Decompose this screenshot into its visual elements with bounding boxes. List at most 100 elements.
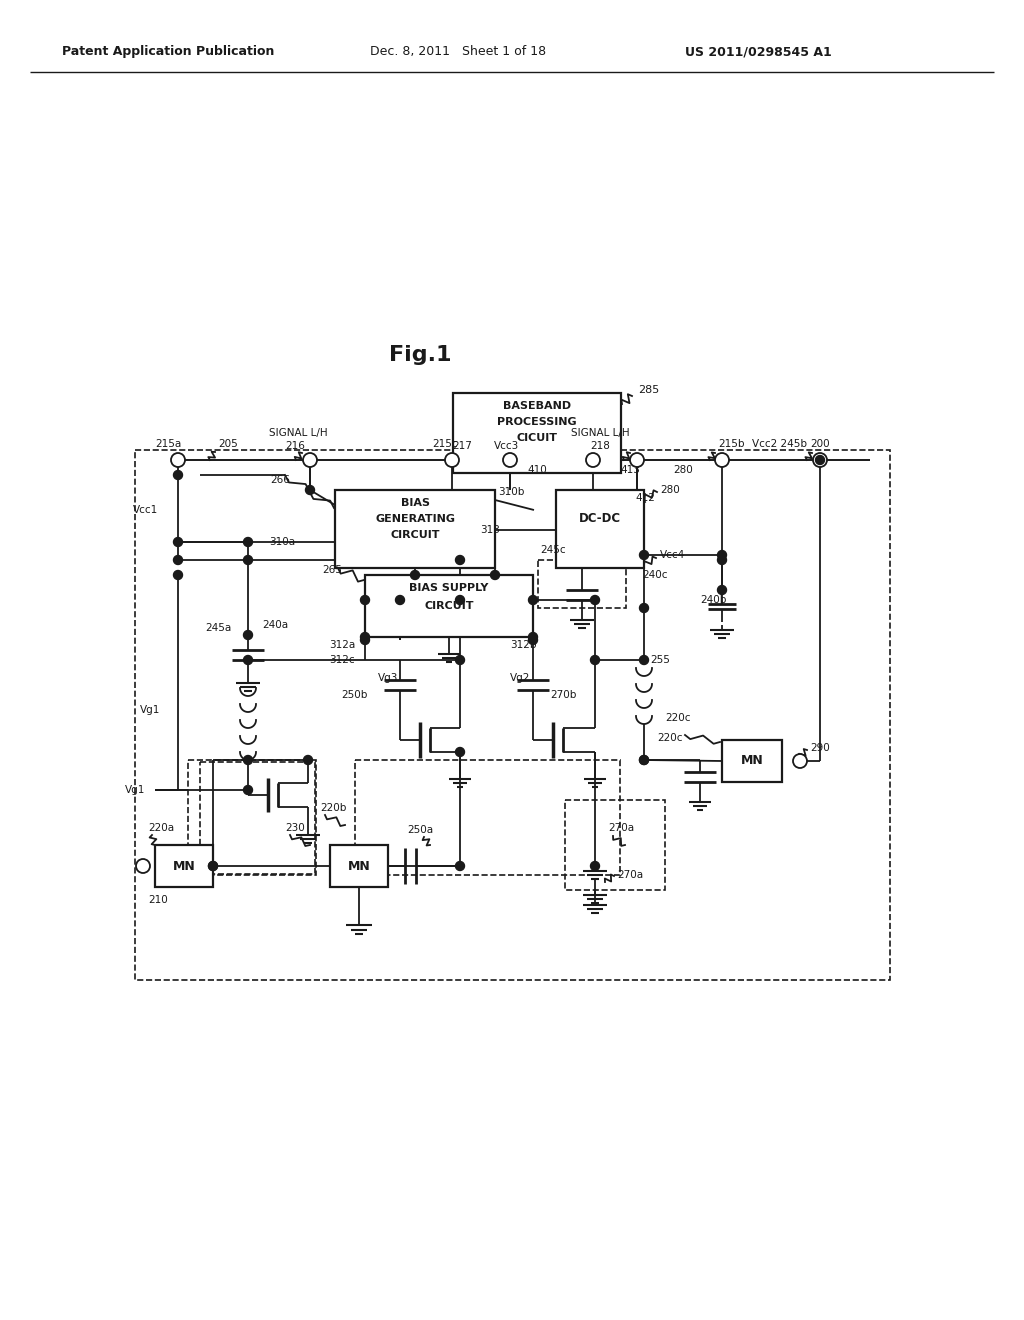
Text: US 2011/0298545 A1: US 2011/0298545 A1 bbox=[685, 45, 831, 58]
Circle shape bbox=[456, 595, 465, 605]
Text: MN: MN bbox=[347, 859, 371, 873]
Circle shape bbox=[209, 862, 217, 870]
Text: 265: 265 bbox=[323, 565, 342, 576]
Bar bbox=[335, 490, 495, 568]
Circle shape bbox=[456, 747, 465, 756]
Circle shape bbox=[630, 453, 644, 467]
Text: CIRCUIT: CIRCUIT bbox=[424, 601, 474, 611]
Text: 285: 285 bbox=[638, 385, 659, 395]
Text: 216: 216 bbox=[285, 441, 305, 451]
Circle shape bbox=[445, 453, 459, 467]
Text: MN: MN bbox=[740, 755, 763, 767]
Text: 210: 210 bbox=[148, 895, 168, 906]
Text: 280: 280 bbox=[660, 484, 680, 495]
Text: Vg3: Vg3 bbox=[378, 673, 398, 682]
Circle shape bbox=[591, 595, 599, 605]
Circle shape bbox=[640, 755, 648, 764]
Circle shape bbox=[244, 785, 253, 795]
Circle shape bbox=[173, 570, 182, 579]
Circle shape bbox=[813, 453, 827, 467]
Text: 230: 230 bbox=[285, 822, 305, 833]
Bar bbox=[538, 560, 626, 609]
Circle shape bbox=[244, 755, 253, 764]
Circle shape bbox=[360, 595, 370, 605]
Circle shape bbox=[305, 486, 314, 495]
Text: Vg1: Vg1 bbox=[139, 705, 160, 715]
Text: 205: 205 bbox=[218, 440, 238, 449]
Circle shape bbox=[456, 862, 465, 870]
Circle shape bbox=[411, 570, 420, 579]
Text: CIRCUIT: CIRCUIT bbox=[390, 531, 439, 540]
Circle shape bbox=[528, 635, 538, 644]
Text: 310a: 310a bbox=[269, 537, 295, 546]
Text: 250b: 250b bbox=[342, 690, 368, 700]
Circle shape bbox=[360, 632, 370, 642]
Text: PROCESSING: PROCESSING bbox=[498, 417, 577, 426]
Text: 413: 413 bbox=[621, 465, 640, 475]
Text: SIGNAL L/H: SIGNAL L/H bbox=[570, 428, 630, 438]
Bar bbox=[355, 760, 620, 875]
Circle shape bbox=[173, 470, 182, 479]
Text: 313: 313 bbox=[480, 525, 500, 535]
Circle shape bbox=[640, 656, 648, 664]
Text: 270b: 270b bbox=[550, 690, 577, 700]
Text: BIAS: BIAS bbox=[400, 498, 429, 508]
Circle shape bbox=[815, 455, 824, 465]
Bar bbox=[556, 490, 644, 568]
Text: 220c: 220c bbox=[657, 733, 683, 743]
Circle shape bbox=[303, 453, 317, 467]
Text: 255: 255 bbox=[650, 655, 670, 665]
Text: 310b: 310b bbox=[498, 487, 524, 498]
Text: SIGNAL L/H: SIGNAL L/H bbox=[268, 428, 328, 438]
Circle shape bbox=[793, 754, 807, 768]
Circle shape bbox=[173, 556, 182, 565]
Circle shape bbox=[244, 537, 253, 546]
Text: Vcc2 245b: Vcc2 245b bbox=[752, 440, 807, 449]
Text: 290: 290 bbox=[810, 743, 829, 752]
Text: 312b: 312b bbox=[510, 640, 537, 649]
Text: 215c: 215c bbox=[432, 440, 458, 449]
Circle shape bbox=[456, 556, 465, 565]
Text: Patent Application Publication: Patent Application Publication bbox=[62, 45, 274, 58]
Circle shape bbox=[503, 453, 517, 467]
Circle shape bbox=[395, 595, 404, 605]
Circle shape bbox=[640, 603, 648, 612]
Bar bbox=[453, 393, 621, 473]
Bar bbox=[565, 800, 665, 890]
Text: 240c: 240c bbox=[642, 570, 668, 579]
Text: 412: 412 bbox=[635, 492, 655, 503]
Bar bbox=[155, 845, 213, 887]
Text: 218: 218 bbox=[590, 441, 610, 451]
Text: Vg2: Vg2 bbox=[510, 673, 530, 682]
Circle shape bbox=[209, 862, 217, 870]
Circle shape bbox=[718, 550, 726, 560]
Text: 215b: 215b bbox=[718, 440, 744, 449]
Text: Vcc1: Vcc1 bbox=[133, 506, 158, 515]
Text: 312a: 312a bbox=[329, 640, 355, 649]
Text: Dec. 8, 2011   Sheet 1 of 18: Dec. 8, 2011 Sheet 1 of 18 bbox=[370, 45, 546, 58]
Bar bbox=[365, 576, 534, 638]
Text: 240b: 240b bbox=[700, 595, 726, 605]
Text: Vcc4: Vcc4 bbox=[660, 550, 685, 560]
Circle shape bbox=[303, 755, 312, 764]
Circle shape bbox=[173, 537, 182, 546]
Circle shape bbox=[244, 656, 253, 664]
Text: 220a: 220a bbox=[148, 822, 174, 833]
Circle shape bbox=[718, 556, 726, 565]
Text: MN: MN bbox=[173, 859, 196, 873]
Text: 220c: 220c bbox=[665, 713, 690, 723]
Circle shape bbox=[586, 453, 600, 467]
Circle shape bbox=[456, 656, 465, 664]
Text: 245a: 245a bbox=[205, 623, 231, 634]
Circle shape bbox=[360, 635, 370, 644]
Bar bbox=[330, 845, 388, 887]
Text: 250a: 250a bbox=[407, 825, 433, 836]
Circle shape bbox=[715, 453, 729, 467]
Text: BIAS SUPPLY: BIAS SUPPLY bbox=[410, 583, 488, 593]
Circle shape bbox=[591, 656, 599, 664]
Text: CICUIT: CICUIT bbox=[516, 433, 557, 444]
Bar bbox=[200, 762, 315, 874]
Circle shape bbox=[244, 631, 253, 639]
Text: 410: 410 bbox=[527, 465, 547, 475]
Text: 280: 280 bbox=[673, 465, 693, 475]
